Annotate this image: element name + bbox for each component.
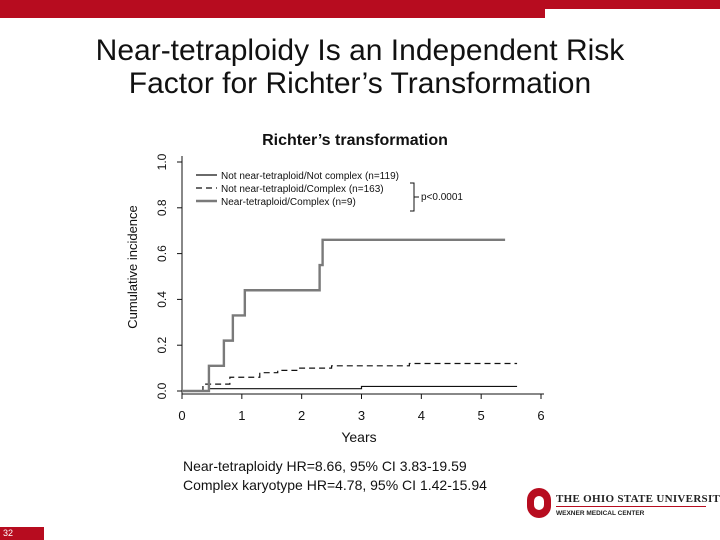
p-value-label: p<0.0001 [421, 192, 463, 203]
y-tick-label: 0.2 [155, 337, 169, 354]
legend-entry: Near-tetraploid/Complex (n=9) [221, 197, 356, 208]
x-tick-label: 1 [238, 408, 245, 423]
legend-entry: Not near-tetraploid/Complex (n=163) [221, 184, 384, 195]
x-axis-label: Years [341, 429, 376, 445]
top-banner [0, 0, 720, 18]
y-tick-label: 0.0 [155, 382, 169, 399]
logo-university-name: THE OHIO STATE UNIVERSITY [556, 493, 720, 505]
y-tick-label: 0.8 [155, 199, 169, 216]
logo-medical-center: WEXNER MEDICAL CENTER [556, 510, 645, 517]
hazard-ratio-line2: Complex karyotype HR=4.78, 95% CI 1.42-1… [183, 477, 487, 493]
slide-title: Near-tetraploidy Is an Independent Risk … [40, 34, 680, 100]
p-value-bracket [410, 182, 419, 212]
x-tick-label: 6 [537, 408, 544, 423]
series-line-3 [182, 238, 506, 393]
y-tick-label: 1.0 [155, 153, 169, 170]
x-tick-label: 5 [478, 408, 485, 423]
hazard-ratio-line1: Near-tetraploidy HR=8.66, 95% CI 3.83-19… [183, 458, 467, 474]
y-tick-label: 0.6 [155, 245, 169, 262]
slide-number: 32 [0, 527, 44, 540]
top-banner-notch [545, 9, 720, 18]
x-tick-label: 2 [298, 408, 305, 423]
legend-entry: Not near-tetraploid/Not complex (n=119) [221, 171, 399, 182]
x-tick-label: 3 [358, 408, 365, 423]
university-logo-icon [527, 488, 551, 518]
y-tick-label: 0.4 [155, 291, 169, 308]
logo-o-inner [534, 496, 544, 510]
series-line-2 [182, 362, 518, 392]
slide-title-line1: Near-tetraploidy Is an Independent Risk [95, 34, 625, 67]
x-tick-label: 0 [178, 408, 185, 423]
y-axis-label: Cumulative incidence [125, 205, 140, 329]
slide-title-line2: Factor for Richter’s Transformation [128, 67, 592, 100]
series-line-1 [182, 385, 518, 392]
hazard-ratio-text: Near-tetraploidy HR=8.66, 95% CI 3.83-19… [183, 457, 487, 495]
x-tick-label: 4 [418, 408, 425, 423]
logo-divider [556, 506, 706, 507]
chart-title: Richter’s transformation [262, 132, 448, 149]
